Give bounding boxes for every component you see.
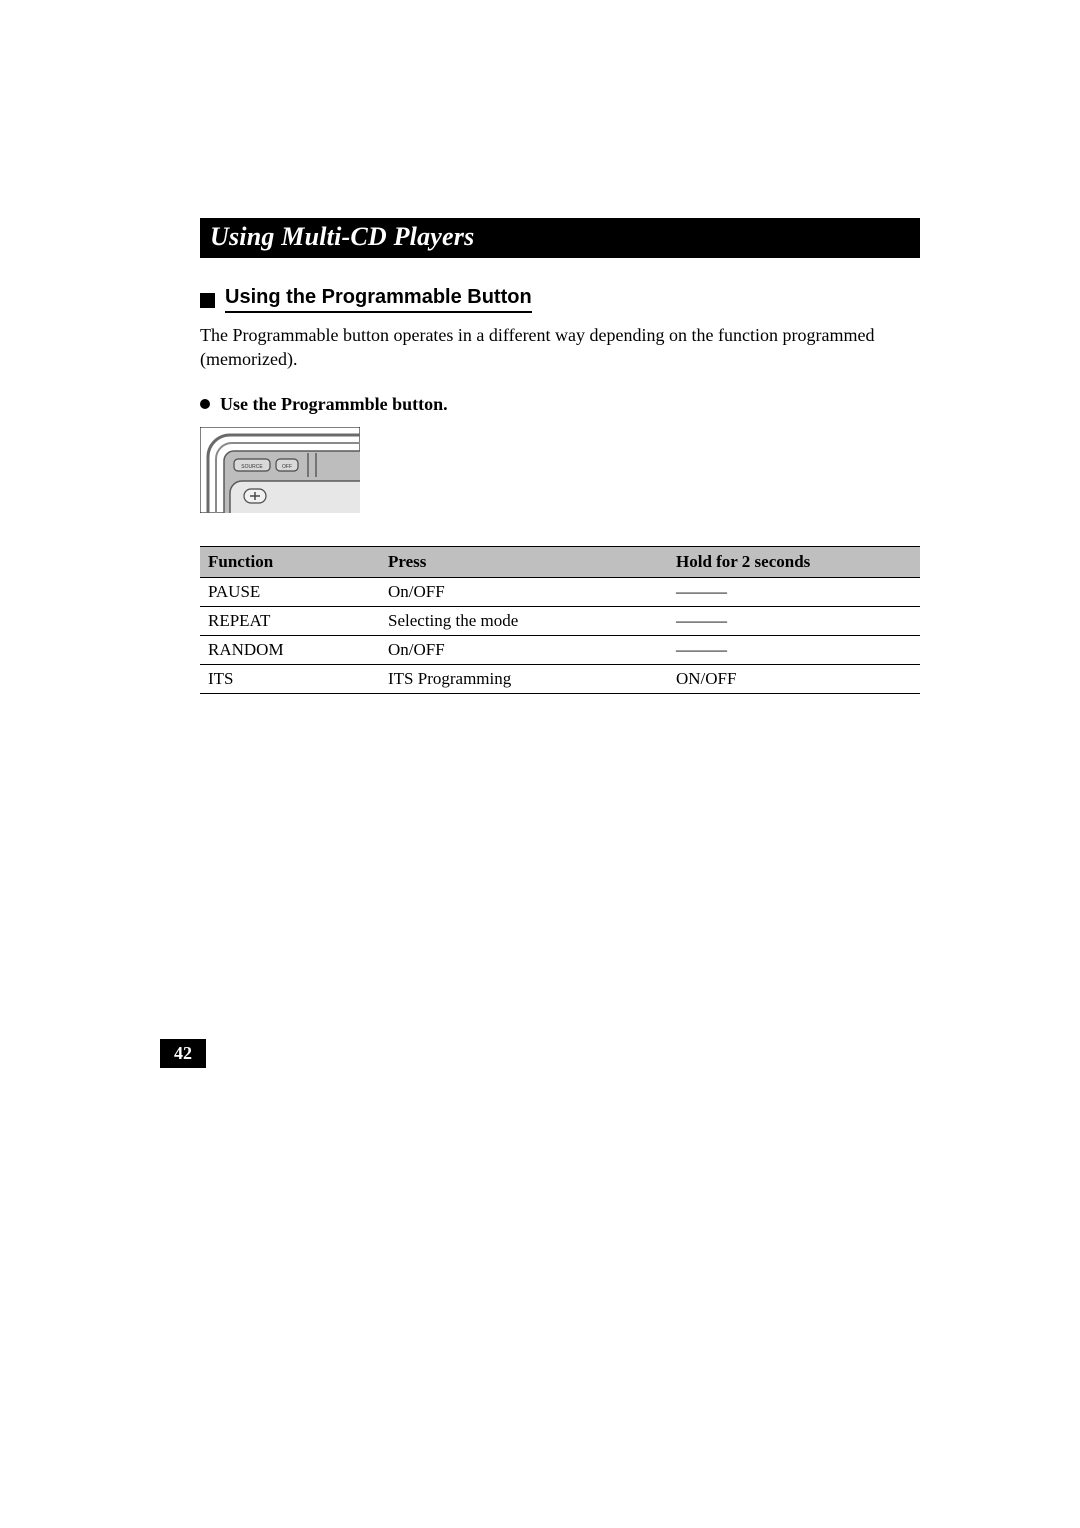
table-row: RANDOMOn/OFF——— — [200, 635, 920, 664]
table-row: ITSITS ProgrammingON/OFF — [200, 664, 920, 693]
table-cell: REPEAT — [200, 606, 380, 635]
square-bullet-icon — [200, 293, 215, 308]
table-cell: ——— — [668, 635, 920, 664]
device-btn-source: SOURCE — [241, 464, 263, 470]
round-bullet-icon — [200, 399, 210, 409]
table-cell: On/OFF — [380, 635, 668, 664]
heading-3-row: Use the Programmble button. — [200, 394, 920, 415]
manual-page: Using Multi-CD Players Using the Program… — [0, 0, 1080, 1528]
table-cell: On/OFF — [380, 577, 668, 606]
table-cell: ——— — [668, 606, 920, 635]
heading-3: Use the Programmble button. — [220, 394, 448, 415]
table-row: PAUSEOn/OFF——— — [200, 577, 920, 606]
page-number-container: 42 — [160, 1039, 206, 1068]
heading-2: Using the Programmable Button — [225, 286, 532, 313]
table-row: REPEATSelecting the mode——— — [200, 606, 920, 635]
heading-2-row: Using the Programmable Button — [200, 286, 920, 313]
table-cell: ——— — [668, 577, 920, 606]
table-cell: PAUSE — [200, 577, 380, 606]
intro-paragraph: The Programmable button operates in a di… — [200, 323, 920, 372]
table-cell: ITS — [200, 664, 380, 693]
section-banner: Using Multi-CD Players — [200, 218, 920, 258]
table-header-cell: Function — [200, 546, 380, 577]
table-cell: RANDOM — [200, 635, 380, 664]
device-btn-off: OFF — [282, 464, 292, 470]
table-cell: Selecting the mode — [380, 606, 668, 635]
table-header-cell: Hold for 2 seconds — [668, 546, 920, 577]
table-header-row: Function Press Hold for 2 seconds — [200, 546, 920, 577]
table-cell: ON/OFF — [668, 664, 920, 693]
table-cell: ITS Programming — [380, 664, 668, 693]
content-area: Using Multi-CD Players Using the Program… — [200, 218, 920, 694]
table-header-cell: Press — [380, 546, 668, 577]
function-table: Function Press Hold for 2 seconds PAUSEO… — [200, 546, 920, 694]
page-number: 42 — [160, 1039, 206, 1068]
device-illustration: SOURCE OFF — [200, 427, 360, 513]
